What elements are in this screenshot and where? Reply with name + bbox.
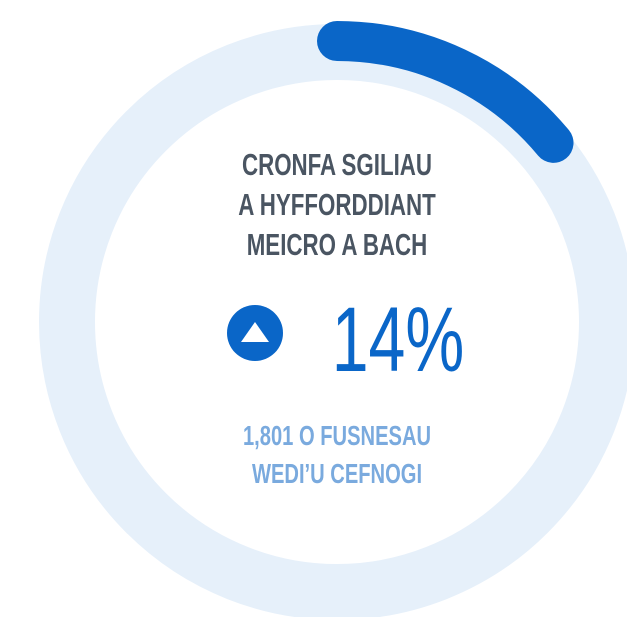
title-line: MEICRO A BACH <box>247 227 428 261</box>
up-arrow <box>241 322 269 342</box>
title-line: CRONFA SGILIAU <box>242 147 432 181</box>
gauge-arc <box>317 21 574 163</box>
title-line: A HYFFORDDIANT <box>238 187 436 221</box>
text-block: CRONFA SGILIAU A HYFFORDDIANT MEICRO A B… <box>238 147 436 489</box>
value-block: 14% <box>332 287 465 390</box>
subtitle-line: WEDI’U CEFNOGI <box>252 459 422 490</box>
value-label: 14% <box>332 287 465 390</box>
gauge-ring <box>39 21 627 617</box>
subtitle-line: 1,801 O FUSNESAU <box>243 421 431 452</box>
